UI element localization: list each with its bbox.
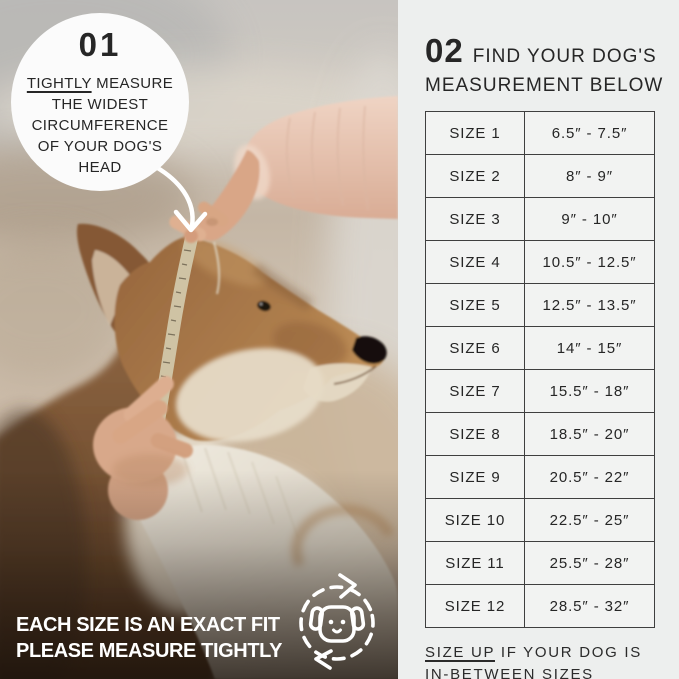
size-range-cell: 12.5″ - 13.5″ [524, 283, 655, 327]
size-label-cell: SIZE 11 [425, 541, 525, 585]
size-range-cell: 18.5″ - 20″ [524, 412, 655, 456]
size-label-cell: SIZE 7 [425, 369, 525, 413]
size-label-cell: SIZE 3 [425, 197, 525, 241]
size-label-cell: SIZE 12 [425, 584, 525, 628]
table-row: SIZE 4 10.5″ - 12.5″ [425, 240, 655, 284]
dog-refresh-icon [299, 573, 375, 670]
size-label-cell: SIZE 5 [425, 283, 525, 327]
size-table: SIZE 1 6.5″ - 7.5″ SIZE 2 8″ - 9″ SIZE 3… [425, 111, 655, 628]
size-chart-pane: 02 FIND YOUR DOG'S MEASUREMENT BELOW SIZ… [398, 0, 679, 679]
size-label-cell: SIZE 2 [425, 154, 525, 198]
caption-line1: EACH SIZE IS AN EXACT FIT [16, 614, 280, 636]
size-label-cell: SIZE 9 [425, 455, 525, 499]
size-table-body: SIZE 1 6.5″ - 7.5″ SIZE 2 8″ - 9″ SIZE 3… [425, 111, 655, 628]
size-range-cell: 25.5″ - 28″ [524, 541, 655, 585]
table-row: SIZE 3 9″ - 10″ [425, 197, 655, 241]
table-row: SIZE 2 8″ - 9″ [425, 154, 655, 198]
size-range-cell: 14″ - 15″ [524, 326, 655, 370]
step1-text: MEASURE THE WIDEST CIRCUMFERENCE OF YOUR… [31, 75, 174, 176]
table-row: SIZE 10 22.5″ - 25″ [425, 498, 655, 542]
size-label-cell: SIZE 8 [425, 412, 525, 456]
step1-number: 01 [78, 26, 122, 63]
step1-instruction: TIGHTLY MEASURE THE WIDEST CIRCUMFERENCE… [24, 73, 176, 178]
size-up-emphasis: SIZE UP [425, 644, 495, 661]
step2-header: 02 FIND YOUR DOG'S MEASUREMENT BELOW [425, 32, 679, 97]
size-range-cell: 22.5″ - 25″ [524, 498, 655, 542]
size-range-cell: 8″ - 9″ [524, 154, 655, 198]
size-range-cell: 9″ - 10″ [524, 197, 655, 241]
size-label-cell: SIZE 10 [425, 498, 525, 542]
photo-caption: EACH SIZE IS AN EXACT FIT PLEASE MEASURE… [16, 612, 282, 664]
table-row: SIZE 1 6.5″ - 7.5″ [425, 111, 655, 155]
size-range-cell: 28.5″ - 32″ [524, 584, 655, 628]
table-row: SIZE 7 15.5″ - 18″ [425, 369, 655, 413]
measurement-photo-pane: 01 TIGHTLY MEASURE THE WIDEST CIRCUMFERE… [0, 0, 398, 679]
table-row: SIZE 8 18.5″ - 20″ [425, 412, 655, 456]
step2-header-line1: 02 FIND YOUR DOG'S [425, 32, 679, 72]
caption-line2: PLEASE MEASURE TIGHTLY [16, 640, 283, 662]
size-label-cell: SIZE 4 [425, 240, 525, 284]
size-label-cell: SIZE 6 [425, 326, 525, 370]
size-range-cell: 6.5″ - 7.5″ [524, 111, 655, 155]
table-row: SIZE 6 14″ - 15″ [425, 326, 655, 370]
step2-title-line2: MEASUREMENT BELOW [425, 75, 664, 96]
size-range-cell: 10.5″ - 12.5″ [524, 240, 655, 284]
size-label-cell: SIZE 1 [425, 111, 525, 155]
step1-badge: 01 TIGHTLY MEASURE THE WIDEST CIRCUMFERE… [11, 13, 189, 191]
size-range-cell: 20.5″ - 22″ [524, 455, 655, 499]
size-up-note: SIZE UP IF YOUR DOG IS IN-BETWEEN SIZES [425, 642, 653, 679]
table-row: SIZE 12 28.5″ - 32″ [425, 584, 655, 628]
step1-emphasis: TIGHTLY [26, 75, 92, 92]
table-row: SIZE 9 20.5″ - 22″ [425, 455, 655, 499]
table-row: SIZE 5 12.5″ - 13.5″ [425, 283, 655, 327]
size-up-text: IF YOUR DOG IS IN-BETWEEN SIZES [425, 644, 642, 679]
size-range-cell: 15.5″ - 18″ [524, 369, 655, 413]
measure-arrow-icon [153, 164, 208, 233]
step2-title-line1: FIND YOUR DOG'S [472, 46, 657, 67]
table-row: SIZE 11 25.5″ - 28″ [425, 541, 655, 585]
step2-number: 02 [425, 32, 464, 69]
